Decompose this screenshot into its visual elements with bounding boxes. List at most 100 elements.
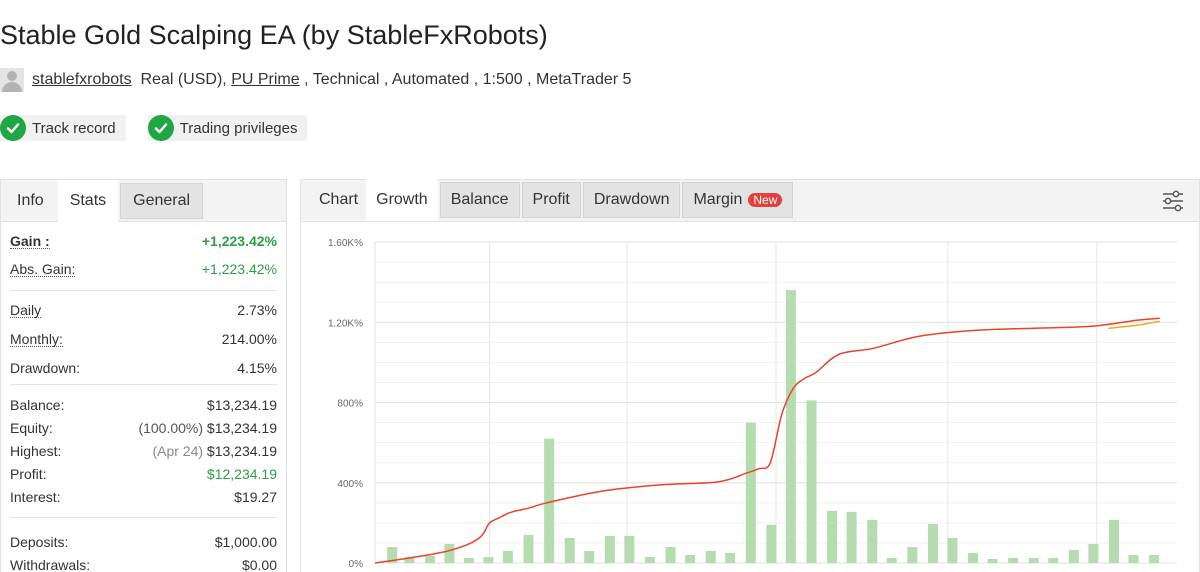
growth-line — [374, 317, 1160, 564]
highest-label: Highest: — [10, 442, 62, 459]
equity-percent: (100.00%) — [138, 419, 204, 436]
profit-label: Profit: — [10, 465, 47, 482]
chart-bar — [1128, 554, 1139, 563]
tab-margin[interactable]: Margin New — [682, 182, 794, 218]
balance-group: Balance: $13,234.19 Equity: (100.00%) $1… — [10, 385, 277, 518]
chart-bar — [1028, 557, 1039, 563]
gain-value: +1,223.42% — [201, 233, 277, 249]
username-link[interactable]: stablefxrobots — [32, 71, 132, 88]
interest-value: $19.27 — [234, 488, 277, 505]
highest-value: $13,234.19 — [206, 442, 277, 459]
chart-bar — [806, 400, 817, 563]
equity-line — [1108, 320, 1160, 330]
withdrawals-value: $0.00 — [241, 556, 277, 572]
daily-row: Daily 2.73% — [10, 299, 277, 321]
deposits-row: Deposits: $1,000.00 — [10, 530, 277, 553]
abs-gain-label[interactable]: Abs. Gain: — [10, 260, 76, 277]
chart-bar — [725, 552, 736, 563]
stats-panel: Info Stats General Gain : +1,223.42% Abs… — [0, 179, 287, 572]
chart-bar — [604, 535, 615, 563]
deposits-label: Deposits: — [10, 533, 69, 550]
chart-bar — [584, 550, 595, 563]
chart-bar — [1108, 519, 1119, 563]
rates-group: Daily 2.73% Monthly: 214.00% Drawdown: 4… — [10, 291, 277, 385]
chart-bar — [502, 550, 513, 563]
chart-bar — [1068, 549, 1079, 563]
chart-settings-icon[interactable] — [1161, 190, 1185, 212]
interest-label: Interest: — [10, 488, 61, 505]
chart-bar — [886, 557, 897, 563]
tab-growth[interactable]: Growth — [366, 179, 438, 221]
account-type: Real (USD), — [140, 71, 227, 88]
chart-lines — [374, 317, 1160, 564]
deposits-group: Deposits: $1,000.00 Withdrawals: $0.00 — [10, 518, 277, 572]
y-tick-label: 0% — [349, 559, 364, 570]
track-record-badge[interactable]: Track record — [0, 115, 126, 141]
chart-label: Chart — [319, 191, 359, 208]
tab-drawdown[interactable]: Drawdown — [582, 182, 681, 218]
y-tick-label: 1.20K% — [328, 318, 363, 329]
abs-gain-row: Abs. Gain: +1,223.42% — [10, 258, 277, 280]
chart-bar — [827, 510, 838, 563]
chart-bar — [424, 555, 435, 563]
chart-bars — [387, 290, 1160, 563]
trading-privileges-badge[interactable]: Trading privileges — [147, 115, 308, 141]
y-tick-label: 400% — [337, 479, 363, 490]
tab-general[interactable]: General — [120, 183, 204, 219]
y-tick-label: 800% — [337, 399, 363, 410]
drawdown-value: 4.15% — [237, 360, 277, 376]
growth-chart[interactable]: 0%400%800%1.20K%1.60K%Feb 16, '26Feb 26,… — [301, 222, 1199, 572]
equity-label: Equity: — [10, 419, 53, 436]
tab-stats[interactable]: Stats — [57, 180, 119, 222]
monthly-row: Monthly: 214.00% — [10, 328, 277, 350]
avatar[interactable] — [0, 68, 24, 92]
chart-bar — [1149, 554, 1160, 563]
balance-label: Balance: — [10, 396, 65, 413]
daily-value: 2.73% — [237, 302, 277, 318]
monthly-label[interactable]: Monthly: — [10, 330, 63, 347]
chart-bar — [745, 422, 756, 563]
y-tick-label: 1.60K% — [328, 238, 363, 249]
interest-row: Interest: $19.27 — [10, 485, 277, 508]
chart-bar — [685, 554, 696, 563]
chart-grid — [374, 241, 1177, 564]
tab-info[interactable]: Info — [17, 192, 44, 209]
chart-bar — [387, 546, 398, 563]
chart-bar — [404, 556, 415, 563]
profit-value: $12,234.19 — [206, 465, 277, 482]
avatar-shoulders — [2, 82, 22, 92]
equity-value-wrap: (100.00%) $13,234.19 — [138, 420, 277, 436]
chart-bar — [1048, 557, 1059, 563]
avatar-head — [7, 71, 17, 81]
page-title: Stable Gold Scalping EA (by StableFxRobo… — [0, 20, 548, 50]
tab-profit[interactable]: Profit — [521, 182, 581, 218]
stats-list: Gain : +1,223.42% Abs. Gain: +1,223.42% … — [1, 222, 286, 572]
equity-row: Equity: (100.00%) $13,234.19 — [10, 416, 277, 439]
daily-label[interactable]: Daily — [10, 301, 42, 318]
gain-label[interactable]: Gain : — [10, 232, 50, 249]
chart-bar — [766, 524, 777, 563]
broker-link[interactable]: PU Prime — [231, 71, 300, 88]
equity-value: $13,234.19 — [206, 419, 277, 436]
chart-bar — [523, 534, 534, 563]
highest-date: (Apr 24) — [152, 442, 204, 459]
balance-value: $13,234.19 — [206, 396, 277, 413]
withdrawals-label: Withdrawals: — [10, 556, 91, 572]
chart-bar — [846, 511, 857, 563]
chart-bar — [1008, 557, 1019, 563]
chart-bar — [785, 290, 796, 563]
tab-balance[interactable]: Balance — [439, 182, 520, 218]
chart-bar — [927, 523, 938, 563]
checkmark-icon — [0, 115, 26, 141]
chart-bar — [544, 438, 555, 563]
gain-row: Gain : +1,223.42% — [10, 230, 277, 252]
chart-bar — [1088, 543, 1099, 563]
badge-label: Trading privileges — [179, 119, 298, 137]
chart-bar — [665, 546, 676, 563]
highest-row: Highest: (Apr 24) $13,234.19 — [10, 439, 277, 462]
chart-bar — [483, 556, 494, 563]
checkmark-icon — [147, 115, 174, 141]
chart-tabs: Chart Growth Balance Profit Drawdown Mar… — [301, 179, 1199, 222]
stats-tabs: Info Stats General — [1, 180, 286, 222]
badge-label: Track record — [32, 119, 116, 137]
